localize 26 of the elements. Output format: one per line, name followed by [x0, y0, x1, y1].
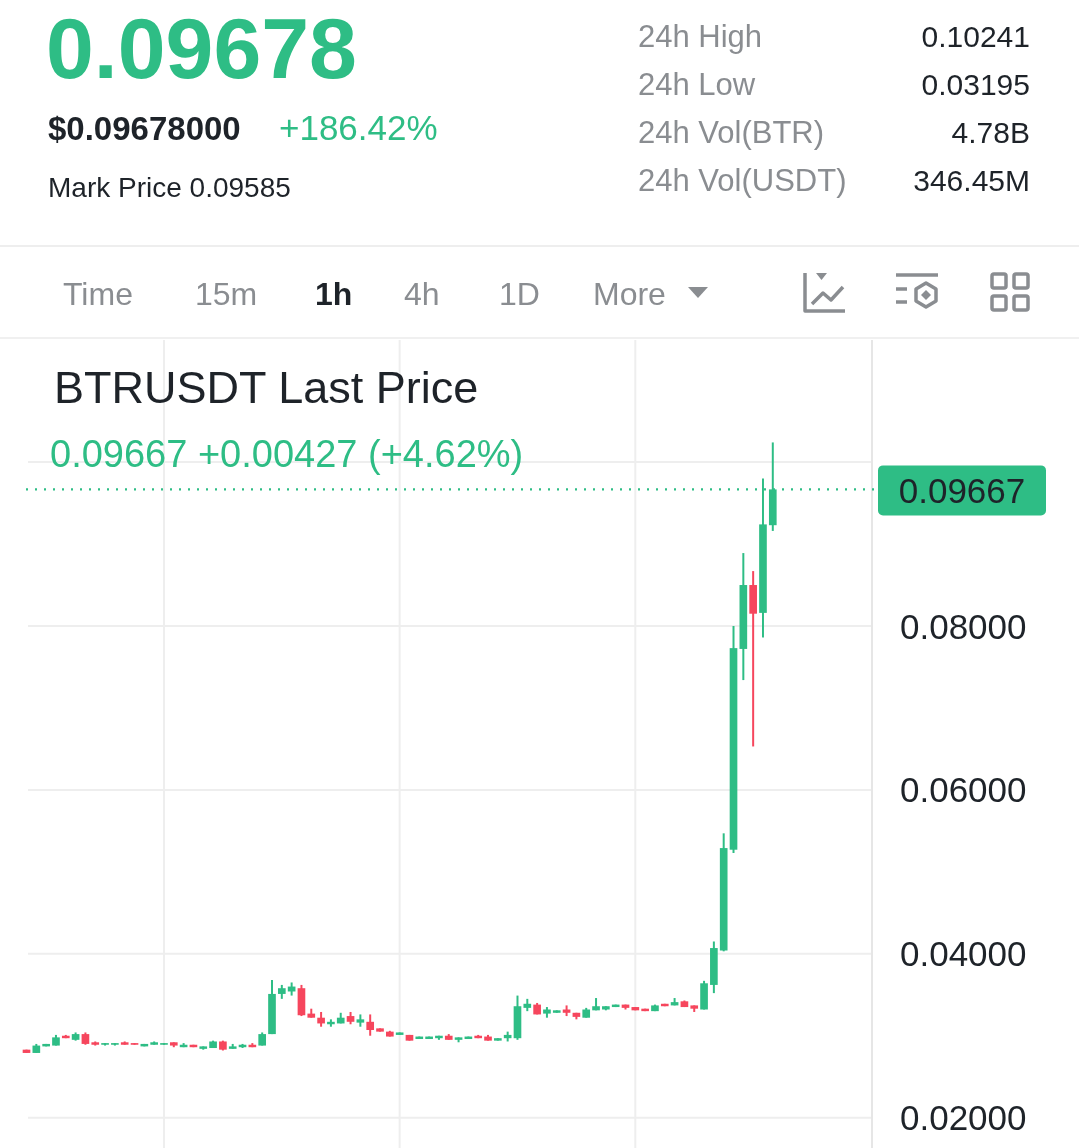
y-tick-label: 0.04000	[900, 934, 1027, 974]
text: 0.09667 +0.00427 (+4.62%)	[50, 433, 524, 475]
text: +186.42%	[279, 108, 438, 147]
text: BTRUSDT Last Price	[54, 362, 479, 413]
text: 1h	[315, 276, 353, 312]
ref-line-label: 0.09667	[898, 470, 1026, 510]
text: Time	[63, 276, 133, 312]
text: 24h Low	[638, 67, 756, 102]
text: Mark Price 0.09585	[48, 172, 291, 203]
y-tick-label: 0.08000	[900, 606, 1027, 646]
text: 24h Vol(BTR)	[638, 115, 825, 150]
candlestick	[366, 1013, 375, 1037]
text: 346.45M	[913, 164, 1030, 197]
text: 0.03195	[921, 68, 1030, 101]
text: $0.09678000	[48, 110, 241, 147]
y-tick-label: 0.02000	[900, 1098, 1027, 1138]
text: More	[593, 276, 666, 312]
text: 24h Vol(USDT)	[638, 163, 847, 198]
text: 1D	[499, 276, 540, 312]
text: 24h High	[638, 19, 763, 54]
text: 4h	[404, 276, 440, 312]
text: 0.10241	[921, 20, 1030, 53]
text: 15m	[195, 276, 258, 312]
text: 4.78B	[951, 116, 1030, 149]
y-tick-label: 0.06000	[900, 770, 1027, 810]
text: 0.09678	[46, 0, 357, 96]
